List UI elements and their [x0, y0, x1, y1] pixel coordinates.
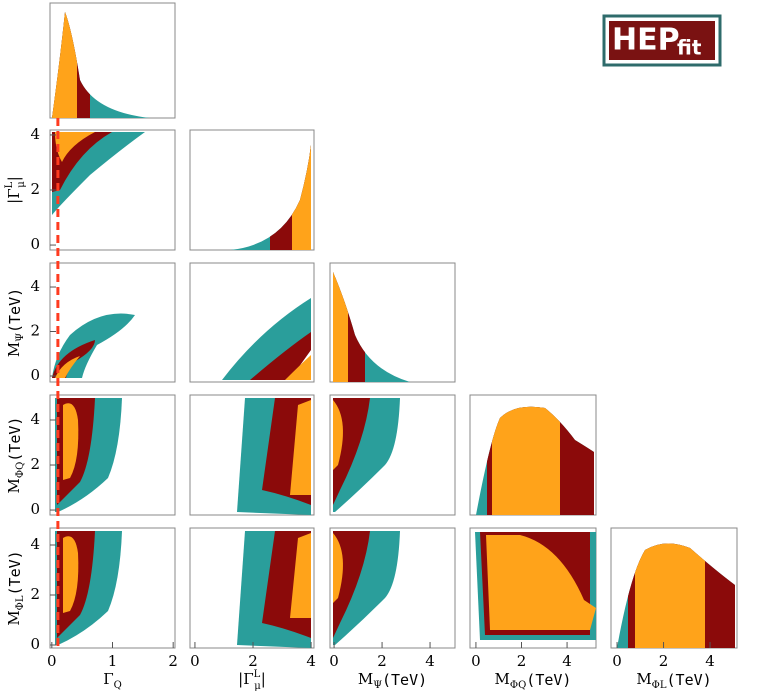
axis-label: MΦL(TeV) — [636, 670, 711, 691]
y-tick-label: 4 — [30, 535, 40, 553]
y-tick-label: 4 — [30, 410, 40, 428]
x-tick-label: 4 — [306, 652, 316, 670]
axis-label: MΨ(TeV) — [358, 670, 427, 691]
x-tick-label: 2 — [248, 652, 258, 670]
contour-outer — [222, 298, 311, 380]
contour-inner — [492, 406, 560, 515]
label-sub: ΦL — [15, 595, 26, 610]
label-unit: (TeV) — [382, 671, 427, 689]
contour-inner — [55, 356, 80, 378]
axis-label: MΨ(TeV) — [5, 288, 26, 357]
axis-label: ΓQ — [103, 670, 122, 691]
contour-inner — [333, 400, 343, 470]
y-tick-label: 2 — [30, 180, 40, 198]
axis-label: MΦQ(TeV) — [495, 670, 572, 691]
label-main: |Γ — [238, 670, 253, 688]
label-unit: (TeV) — [667, 671, 712, 689]
y-tick-label: 2 — [30, 585, 40, 603]
axis-label: MΦQ(TeV) — [5, 417, 26, 494]
label-sub: Ψ — [15, 333, 26, 342]
logo-background — [609, 21, 715, 60]
label-main: M — [5, 478, 23, 493]
axis-label: MΦL(TeV) — [5, 550, 26, 625]
x-tick-label: 2 — [659, 652, 669, 670]
y-tick-label: 2 — [30, 455, 40, 473]
label-sub: Ψ — [373, 680, 382, 691]
contour-middle — [250, 332, 311, 380]
label-sub: μ — [254, 681, 261, 692]
label-unit: (TeV) — [6, 288, 24, 333]
label-unit: (TeV) — [6, 550, 24, 595]
contour-inner — [63, 536, 79, 613]
label-main: M — [5, 610, 23, 625]
y-tick-label: 2 — [30, 322, 40, 340]
label-sup: L — [254, 669, 261, 680]
x-tick-label: 0 — [612, 652, 622, 670]
contour-inner — [635, 543, 705, 648]
logo: HEP fit — [602, 14, 722, 67]
x-tick-label: 1 — [108, 652, 118, 670]
contour-inner — [333, 533, 343, 603]
x-tick-label: 2 — [377, 652, 387, 670]
y-tick-label: 4 — [30, 277, 40, 295]
axis-label: |ΓLμ| — [4, 176, 27, 204]
y-tick-label: 0 — [30, 366, 40, 384]
logo-sub: fit — [677, 36, 702, 60]
label-main: Γ — [103, 670, 113, 688]
label-sub: Q — [114, 680, 122, 691]
contour-inner — [63, 403, 79, 480]
label-sub: ΦQ — [15, 462, 26, 478]
y-tick-label: 0 — [30, 635, 40, 653]
label-main: M — [5, 342, 23, 357]
contour-inner — [285, 355, 311, 380]
label-sub: ΦL — [652, 680, 667, 691]
label-sub: μ — [16, 181, 27, 188]
x-tick-label: 0 — [471, 652, 481, 670]
logo-main: HEP — [612, 23, 680, 58]
label-unit: (TeV) — [526, 671, 571, 689]
x-tick-label: 0 — [47, 652, 57, 670]
y-tick-label: 0 — [30, 500, 40, 518]
label-close: | — [5, 176, 23, 181]
x-tick-label: 4 — [425, 652, 435, 670]
label-main: M — [358, 670, 373, 688]
label-unit: (TeV) — [6, 417, 24, 462]
contour-inner — [290, 533, 311, 618]
x-tick-label: 0 — [329, 652, 339, 670]
y-tick-label: 0 — [30, 235, 40, 253]
label-main: M — [636, 670, 651, 688]
x-tick-label: 4 — [705, 652, 715, 670]
contour-inner — [486, 535, 596, 630]
x-tick-label: 0 — [190, 652, 200, 670]
label-close: | — [261, 670, 266, 688]
label-sup: L — [4, 181, 15, 188]
x-tick-label: 4 — [562, 652, 572, 670]
label-sub: ΦQ — [510, 680, 526, 691]
label-main: M — [495, 670, 510, 688]
label-main: |Γ — [5, 188, 23, 203]
contour-inner — [55, 132, 95, 162]
contour-inner — [290, 400, 311, 495]
x-tick-label: 2 — [517, 652, 527, 670]
y-tick-label: 4 — [30, 125, 40, 143]
x-tick-label: 2 — [168, 652, 178, 670]
